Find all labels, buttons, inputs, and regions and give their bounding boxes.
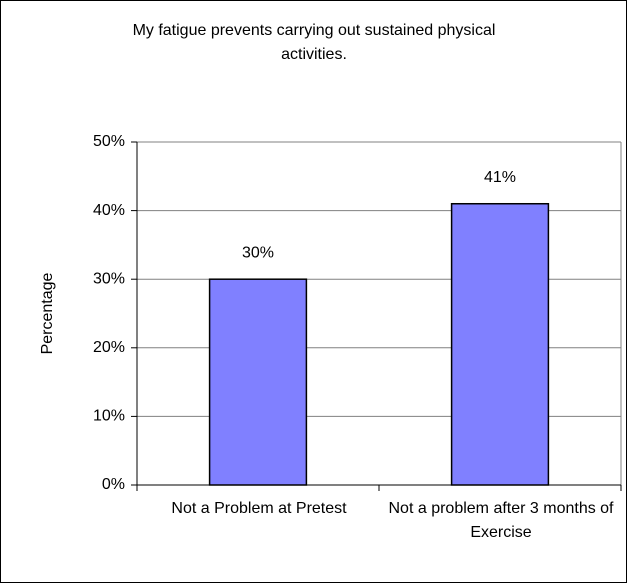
x-tick-label: Not a Problem at Pretest	[171, 500, 347, 517]
y-tick-label: 10%	[93, 408, 125, 425]
y-tick-label: 40%	[93, 202, 125, 219]
y-axis-title: Percentage	[39, 272, 56, 354]
bar	[450, 202, 550, 486]
y-tick-label: 50%	[93, 133, 125, 150]
x-tick-label: Not a problem after 3 months of Exercise	[388, 500, 614, 541]
data-label: 30%	[242, 244, 274, 261]
data-label: 41%	[484, 169, 516, 186]
bar	[208, 278, 308, 486]
chart-title: My fatigue prevents carrying out sustain…	[132, 22, 496, 63]
y-tick-label: 0%	[102, 476, 125, 493]
y-tick-label: 20%	[93, 339, 125, 356]
y-tick-label: 30%	[93, 270, 125, 287]
